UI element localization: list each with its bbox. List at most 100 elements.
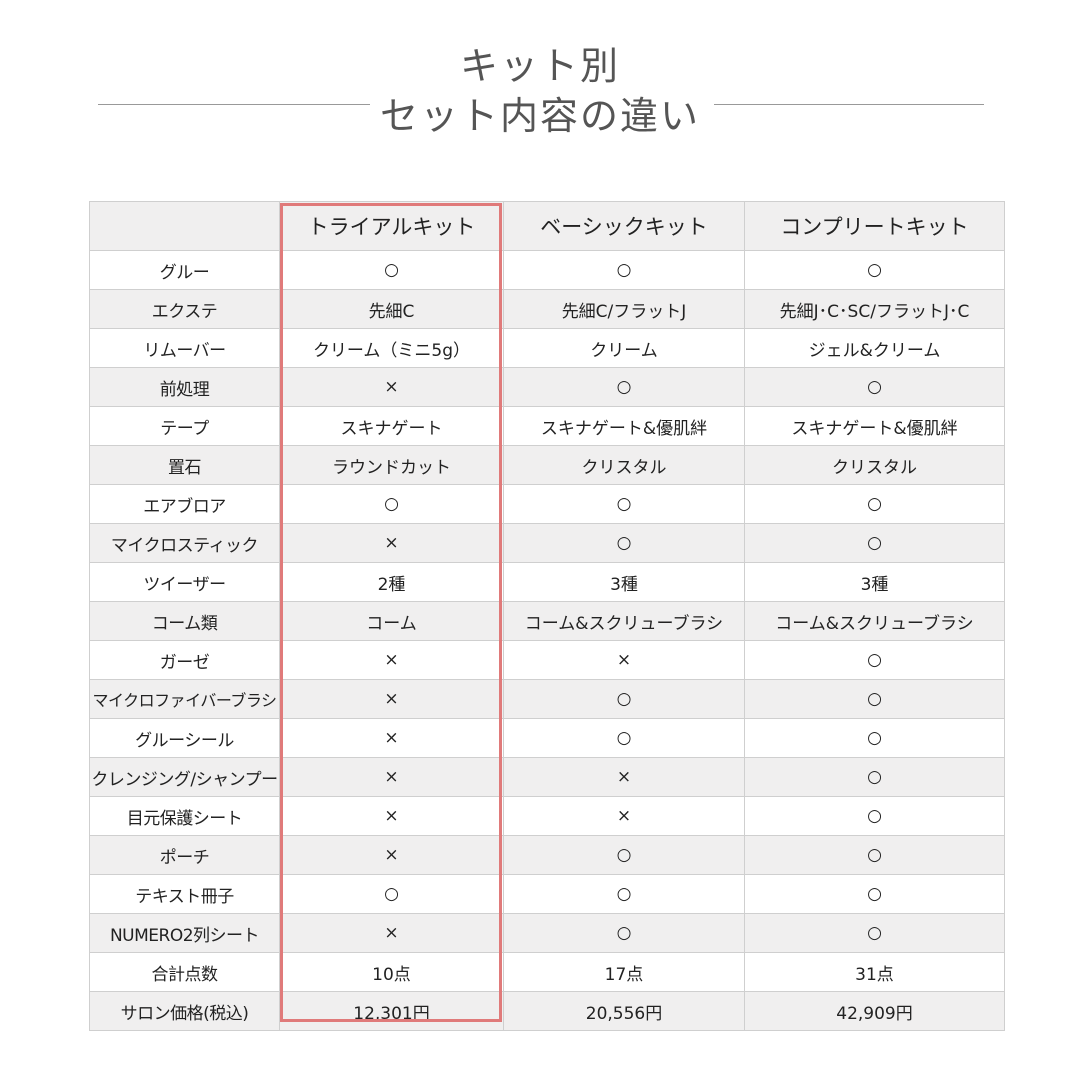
cell-trial: × bbox=[279, 679, 504, 719]
table-row: 目元保護シート × × ○ bbox=[89, 796, 1005, 836]
table-row: 前処理 × ○ ○ bbox=[89, 367, 1005, 407]
header-complete-kit: コンプリートキット bbox=[744, 201, 1005, 251]
row-label: テープ bbox=[89, 406, 280, 446]
cell-complete: ○ bbox=[744, 523, 1005, 563]
row-label: ガーゼ bbox=[89, 640, 280, 680]
table-row: 合計点数 10点 17点 31点 bbox=[89, 952, 1005, 992]
row-label: マイクロファイバーブラシ bbox=[89, 679, 280, 719]
cell-complete: ○ bbox=[744, 913, 1005, 953]
table-row: エクステ 先細C 先細C/フラットJ 先細J･C･SC/フラットJ･C bbox=[89, 289, 1005, 329]
table-row: グルー ○ ○ ○ bbox=[89, 250, 1005, 290]
table-row: コーム類 コーム コーム&スクリューブラシ コーム&スクリューブラシ bbox=[89, 601, 1005, 641]
cell-complete: ○ bbox=[744, 484, 1005, 524]
cell-complete: ○ bbox=[744, 874, 1005, 914]
cell-basic: × bbox=[503, 640, 745, 680]
cell-trial: 10点 bbox=[279, 952, 504, 992]
cell-complete: ○ bbox=[744, 796, 1005, 836]
table-row: テキスト冊子 ○ ○ ○ bbox=[89, 874, 1005, 914]
title-divider-right bbox=[714, 104, 984, 105]
cell-complete: クリスタル bbox=[744, 445, 1005, 485]
row-label: マイクロスティック bbox=[89, 523, 280, 563]
cell-trial: ○ bbox=[279, 484, 504, 524]
cell-basic: ○ bbox=[503, 523, 745, 563]
cell-basic: 3種 bbox=[503, 562, 745, 602]
cell-basic: ○ bbox=[503, 835, 745, 875]
row-label: 合計点数 bbox=[89, 952, 280, 992]
cell-complete: ○ bbox=[744, 250, 1005, 290]
row-label: エクステ bbox=[89, 289, 280, 329]
cell-basic: × bbox=[503, 757, 745, 797]
title-line-2: セット内容の違い bbox=[379, 94, 700, 138]
cell-trial: × bbox=[279, 640, 504, 680]
cell-complete: 31点 bbox=[744, 952, 1005, 992]
cell-basic: 20,556円 bbox=[503, 991, 745, 1031]
cell-trial: ○ bbox=[279, 874, 504, 914]
cell-basic: ○ bbox=[503, 250, 745, 290]
cell-complete: 42,909円 bbox=[744, 991, 1005, 1031]
table-row: ツイーザー 2種 3種 3種 bbox=[89, 562, 1005, 602]
row-label: クレンジング/シャンプー bbox=[89, 757, 280, 797]
cell-trial: × bbox=[279, 523, 504, 563]
cell-trial: × bbox=[279, 757, 504, 797]
cell-trial: 2種 bbox=[279, 562, 504, 602]
row-label: NUMERO2列シート bbox=[89, 913, 280, 953]
row-label: ツイーザー bbox=[89, 562, 280, 602]
header-basic-kit: ベーシックキット bbox=[503, 201, 745, 251]
cell-basic: 先細C/フラットJ bbox=[503, 289, 745, 329]
cell-complete: ○ bbox=[744, 835, 1005, 875]
title-line-1: キット別 bbox=[459, 44, 620, 88]
row-label: 前処理 bbox=[89, 367, 280, 407]
row-label: 置石 bbox=[89, 445, 280, 485]
cell-basic: クリーム bbox=[503, 328, 745, 368]
cell-basic: ○ bbox=[503, 679, 745, 719]
table-row: NUMERO2列シート × ○ ○ bbox=[89, 913, 1005, 953]
cell-basic: × bbox=[503, 796, 745, 836]
cell-trial: スキナゲート bbox=[279, 406, 504, 446]
cell-complete: 先細J･C･SC/フラットJ･C bbox=[744, 289, 1005, 329]
row-label: グルー bbox=[89, 250, 280, 290]
row-label: リムーバー bbox=[89, 328, 280, 368]
cell-basic: ○ bbox=[503, 367, 745, 407]
cell-complete: ○ bbox=[744, 367, 1005, 407]
table-row: ポーチ × ○ ○ bbox=[89, 835, 1005, 875]
row-label: グルーシール bbox=[89, 718, 280, 758]
cell-basic: ○ bbox=[503, 484, 745, 524]
cell-complete: ○ bbox=[744, 757, 1005, 797]
title-divider-left bbox=[98, 104, 370, 105]
cell-complete: ○ bbox=[744, 679, 1005, 719]
row-label: サロン価格(税込) bbox=[89, 991, 280, 1031]
page-title: キット別 セット内容の違い bbox=[0, 40, 1080, 150]
table-row: テープ スキナゲート スキナゲート&優肌絆 スキナゲート&優肌絆 bbox=[89, 406, 1005, 446]
cell-basic: クリスタル bbox=[503, 445, 745, 485]
cell-trial: 先細C bbox=[279, 289, 504, 329]
cell-trial: × bbox=[279, 367, 504, 407]
cell-trial: ○ bbox=[279, 250, 504, 290]
header-empty bbox=[89, 201, 280, 251]
row-label: 目元保護シート bbox=[89, 796, 280, 836]
table-row: ガーゼ × × ○ bbox=[89, 640, 1005, 680]
table-header-row: トライアルキット ベーシックキット コンプリートキット bbox=[89, 201, 1005, 251]
cell-complete: ○ bbox=[744, 640, 1005, 680]
cell-basic: ○ bbox=[503, 874, 745, 914]
cell-complete: コーム&スクリューブラシ bbox=[744, 601, 1005, 641]
row-label: ポーチ bbox=[89, 835, 280, 875]
table-row: 置石 ラウンドカット クリスタル クリスタル bbox=[89, 445, 1005, 485]
table-row: サロン価格(税込) 12,301円 20,556円 42,909円 bbox=[89, 991, 1005, 1031]
cell-basic: ○ bbox=[503, 718, 745, 758]
row-label: テキスト冊子 bbox=[89, 874, 280, 914]
table-row: マイクロファイバーブラシ × ○ ○ bbox=[89, 679, 1005, 719]
kit-comparison-table: トライアルキット ベーシックキット コンプリートキット グルー ○ ○ ○ エクステ 先細… bbox=[89, 201, 1005, 1031]
cell-trial: コーム bbox=[279, 601, 504, 641]
cell-complete: 3種 bbox=[744, 562, 1005, 602]
table-row: リムーバー クリーム（ミニ5g） クリーム ジェル&クリーム bbox=[89, 328, 1005, 368]
cell-basic: スキナゲート&優肌絆 bbox=[503, 406, 745, 446]
cell-trial: × bbox=[279, 718, 504, 758]
cell-complete: ○ bbox=[744, 718, 1005, 758]
cell-trial: ラウンドカット bbox=[279, 445, 504, 485]
cell-trial: 12,301円 bbox=[279, 991, 504, 1031]
table-row: グルーシール × ○ ○ bbox=[89, 718, 1005, 758]
cell-trial: × bbox=[279, 835, 504, 875]
cell-trial: クリーム（ミニ5g） bbox=[279, 328, 504, 368]
table-row: クレンジング/シャンプー × × ○ bbox=[89, 757, 1005, 797]
cell-basic: ○ bbox=[503, 913, 745, 953]
